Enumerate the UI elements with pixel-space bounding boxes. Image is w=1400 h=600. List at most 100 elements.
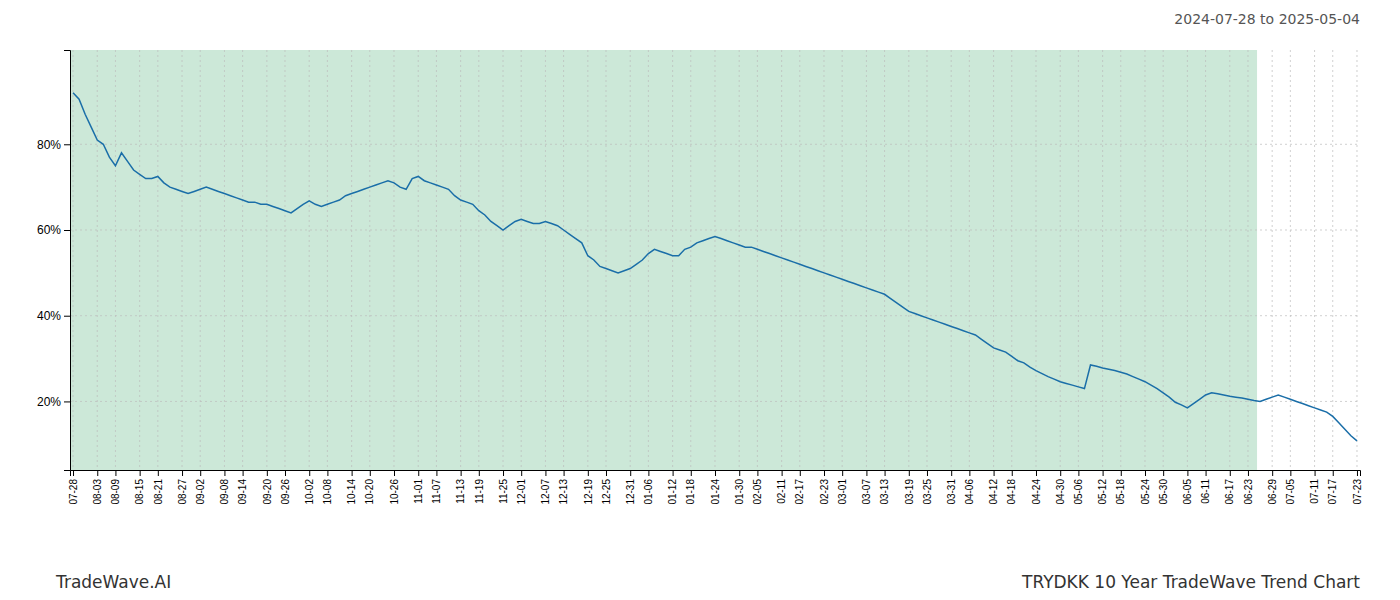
x-tick-mark: [1163, 470, 1164, 476]
grid-line-x: [799, 50, 800, 470]
x-tick: 03-31: [946, 470, 957, 505]
x-tick: 06-17: [1224, 470, 1235, 505]
x-tick-mark: [824, 470, 825, 476]
x-tick: 04-30: [1055, 470, 1066, 505]
x-tick: 06-11: [1200, 470, 1211, 504]
grid-line-x: [327, 50, 328, 470]
grid-line-x: [648, 50, 649, 470]
x-tick-label: 02-11: [776, 479, 787, 504]
x-tick: 03-01: [837, 470, 848, 505]
grid-line-x: [139, 50, 140, 470]
x-tick-label: 03-07: [861, 479, 872, 505]
x-tick-mark: [436, 470, 437, 476]
grid-line-x: [266, 50, 267, 470]
x-tick: 09-08: [219, 470, 230, 505]
x-tick: 07-17: [1327, 470, 1338, 505]
grid-line-x: [182, 50, 183, 470]
x-tick-label: 08-09: [110, 479, 121, 505]
x-tick: 01-24: [710, 470, 721, 505]
grid-line-x: [436, 50, 437, 470]
grid-line-x: [587, 50, 588, 470]
x-tick-label: 10-08: [322, 479, 333, 505]
grid-line-x: [715, 50, 716, 470]
x-tick-label: 03-19: [904, 479, 915, 505]
x-tick-label: 01-18: [685, 479, 696, 505]
x-tick: 05-24: [1140, 470, 1151, 505]
x-tick: 07-05: [1285, 470, 1296, 505]
x-tick-label: 03-31: [946, 479, 957, 505]
grid-line-x: [866, 50, 867, 470]
x-tick-mark: [564, 470, 565, 476]
grid-line-x: [351, 50, 352, 470]
grid-line-x: [157, 50, 158, 470]
x-tick-label: 07-23: [1352, 479, 1363, 505]
x-tick-label: 01-30: [734, 479, 745, 505]
x-tick: 02-23: [819, 470, 830, 505]
grid-line-x: [200, 50, 201, 470]
x-tick: 11-01: [413, 470, 424, 504]
x-tick: 11-13: [455, 470, 466, 504]
x-tick-mark: [648, 470, 649, 476]
x-tick-label: 01-24: [710, 479, 721, 505]
x-tick-mark: [479, 470, 480, 476]
x-tick: 07-28: [68, 470, 79, 505]
x-tick-mark: [1248, 470, 1249, 476]
x-tick-mark: [1206, 470, 1207, 476]
grid-line-x: [1163, 50, 1164, 470]
x-tick-label: 12-13: [558, 479, 569, 505]
x-tick: 05-06: [1073, 470, 1084, 505]
grid-line-x: [503, 50, 504, 470]
data-line: [73, 93, 1357, 441]
x-tick-label: 07-28: [68, 479, 79, 505]
grid-line-x: [418, 50, 419, 470]
x-tick-mark: [1272, 470, 1273, 476]
grid-line-x: [478, 50, 479, 470]
x-tick-mark: [715, 470, 716, 476]
x-tick-label: 03-25: [922, 479, 933, 505]
y-axis: 20%40%60%80%: [37, 51, 71, 471]
grid-line-x: [1229, 50, 1230, 470]
grid-line-x: [1011, 50, 1012, 470]
x-tick-mark: [200, 470, 201, 476]
x-tick: 12-31: [625, 470, 636, 505]
x-tick-label: 09-20: [262, 479, 273, 505]
grid-line-x: [1060, 50, 1061, 470]
grid-line-x: [1102, 50, 1103, 470]
x-tick-mark: [1145, 470, 1146, 476]
x-tick: 12-01: [516, 470, 527, 505]
x-axis: 07-2808-0308-0908-1508-2108-2709-0209-08…: [68, 470, 1363, 505]
x-tick: 03-19: [904, 470, 915, 505]
x-tick-mark: [842, 470, 843, 476]
grid-line-x: [563, 50, 564, 470]
x-tick-mark: [224, 470, 225, 476]
grid-line-x: [73, 50, 74, 470]
x-tick-label: 01-12: [667, 479, 678, 505]
x-tick: 11-07: [431, 470, 442, 504]
x-tick-mark: [309, 470, 310, 476]
x-tick: 04-12: [988, 470, 999, 505]
x-tick: 06-23: [1243, 470, 1254, 505]
x-tick: 12-25: [601, 470, 612, 505]
grid-line-x: [242, 50, 243, 470]
x-tick-label: 11-07: [431, 479, 442, 504]
grid-line-x: [690, 50, 691, 470]
grid-line-x: [1205, 50, 1206, 470]
x-tick-label: 01-06: [643, 479, 654, 505]
x-tick-mark: [418, 470, 419, 476]
x-tick: 03-07: [861, 470, 872, 505]
x-tick-mark: [461, 470, 462, 476]
x-tick-mark: [951, 470, 952, 476]
x-tick-label: 03-13: [879, 479, 890, 505]
x-tick-mark: [757, 470, 758, 476]
grid-line-x: [672, 50, 673, 470]
x-tick-mark: [1103, 470, 1104, 476]
x-tick-mark: [909, 470, 910, 476]
x-tick-mark: [285, 470, 286, 476]
y-tick-mark: [64, 144, 70, 145]
plot-area: [70, 50, 1360, 470]
x-tick-mark: [739, 470, 740, 476]
x-tick: 02-11: [776, 470, 787, 504]
x-tick-mark: [1290, 470, 1291, 476]
x-tick-label: 05-06: [1073, 479, 1084, 505]
grid-line-x: [605, 50, 606, 470]
